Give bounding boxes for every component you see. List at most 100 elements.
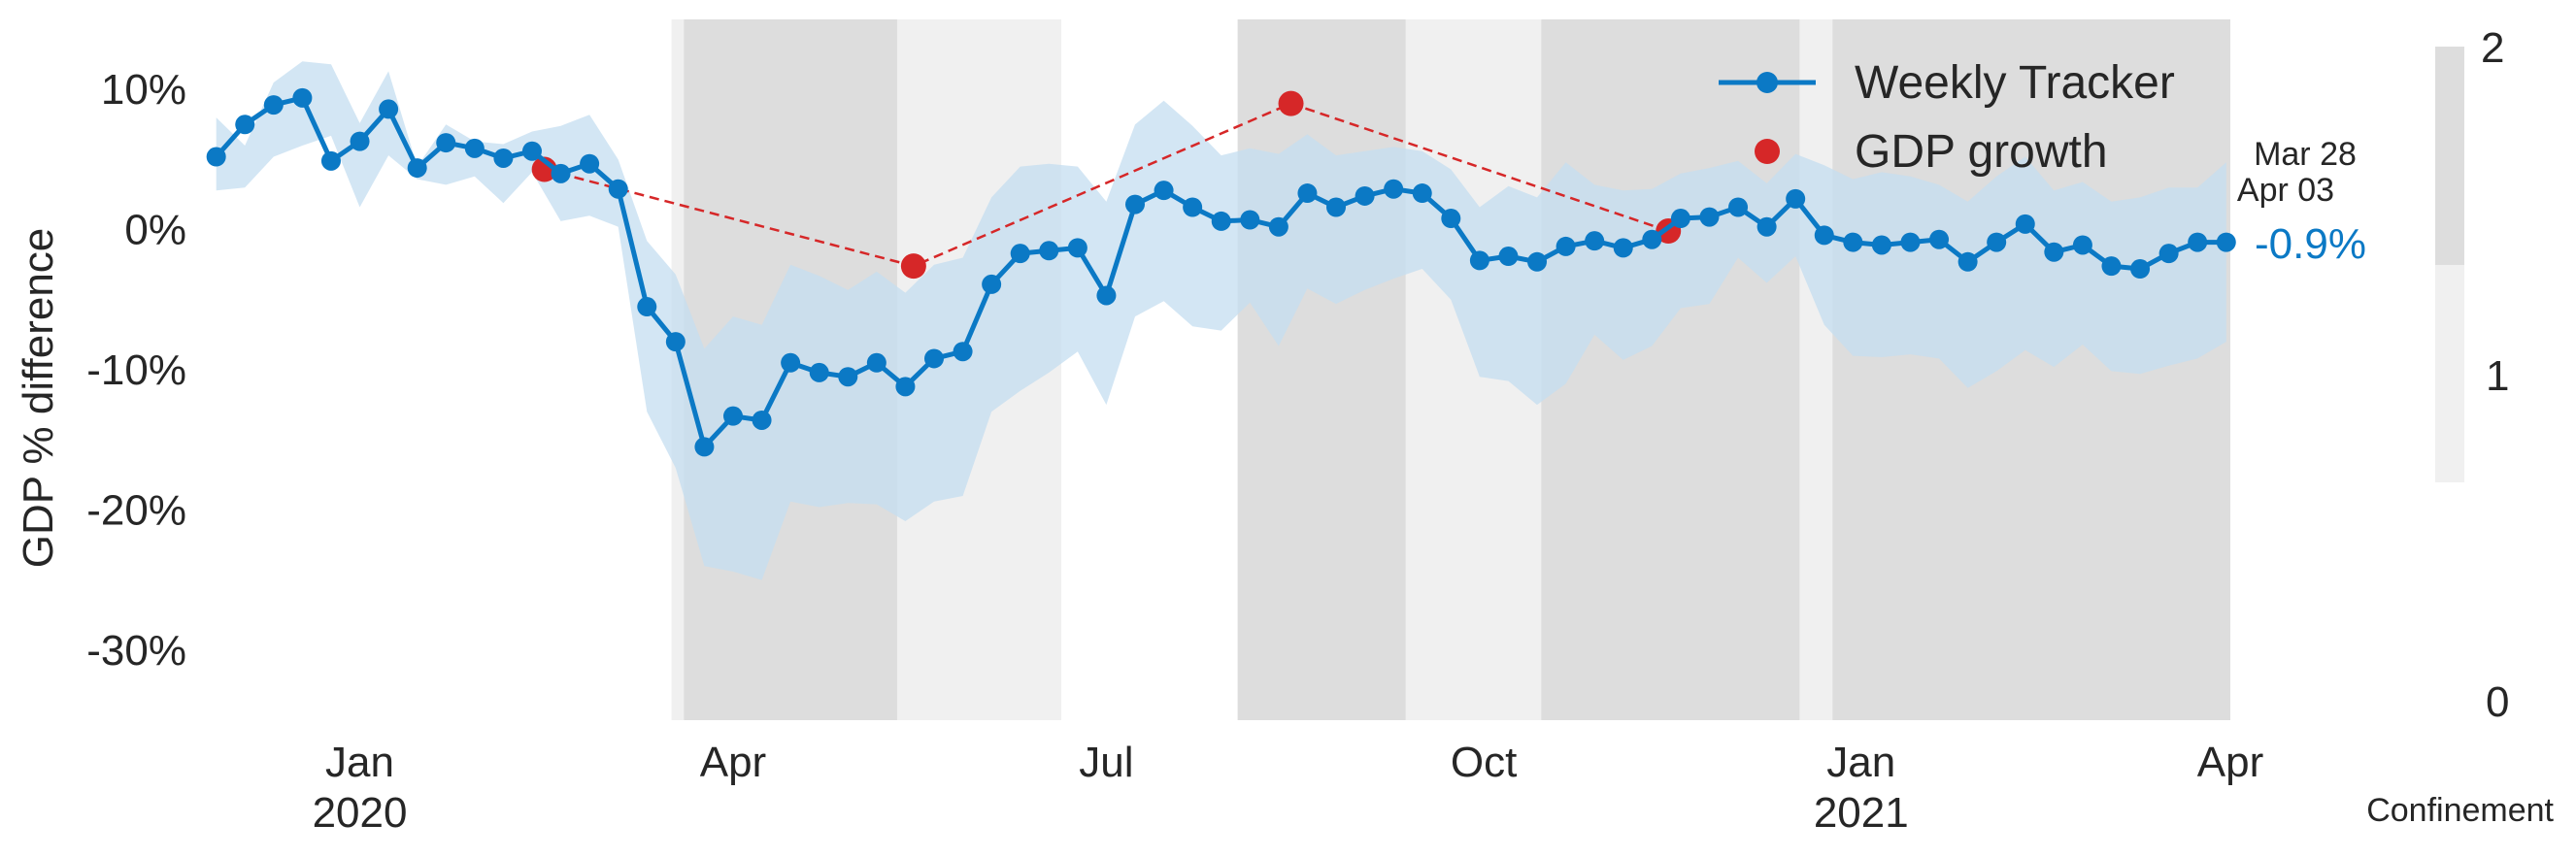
x-tick-year-label: 2021 [1814, 789, 1909, 837]
y-tick-label: 0% [124, 207, 186, 254]
colorbar-tick-1: 1 [2486, 352, 2509, 400]
weekly-tracker-point [1010, 244, 1030, 264]
weekly-tracker-point [809, 362, 829, 382]
y-tick-label: -10% [86, 346, 186, 394]
x-tick-label: Oct [1451, 739, 1517, 786]
weekly-tracker-point [1240, 210, 1260, 230]
weekly-tracker-point [2216, 232, 2236, 252]
weekly-tracker-point [2072, 235, 2092, 255]
weekly-tracker-point [1067, 238, 1087, 258]
weekly-tracker-point [493, 148, 514, 168]
x-tick-label: Jan [325, 739, 394, 786]
weekly-tracker-point [1900, 232, 1921, 252]
x-tick-year-label: 2020 [313, 789, 408, 837]
weekly-tracker-point [665, 332, 686, 352]
weekly-tracker-point [752, 410, 772, 430]
weekly-tracker-point [350, 131, 370, 151]
weekly-tracker-point [320, 150, 341, 171]
x-tick-label: Apr [2197, 739, 2263, 786]
x-tick-label: Jul [1079, 739, 1133, 786]
colorbar-segment-mid [2435, 265, 2464, 482]
weekly-tracker-point [2101, 256, 2122, 277]
confinement-period-5 [1541, 19, 1800, 720]
confinement-period-7 [1832, 19, 2230, 720]
weekly-tracker-point [521, 141, 542, 161]
weekly-tracker-point [2015, 214, 2035, 234]
weekly-tracker-point [1469, 250, 1489, 271]
weekly-tracker-point [1297, 183, 1318, 204]
legend-weekly-tracker-label: Weekly Tracker [1855, 57, 2175, 109]
gdp-growth-point [900, 253, 926, 280]
weekly-tracker-point [1441, 209, 1461, 229]
weekly-tracker-point [1585, 231, 1605, 251]
x-tick-label: Apr [700, 739, 766, 786]
weekly-tracker-point [1786, 188, 1806, 209]
weekly-tracker-point [1326, 197, 1347, 217]
colorbar-label: Confinement [2366, 792, 2554, 829]
weekly-tracker-point [2188, 232, 2208, 252]
uncertainty-band [216, 61, 2226, 580]
weekly-tracker-series [206, 87, 2236, 457]
weekly-tracker-point [781, 352, 801, 373]
weekly-tracker-point [1613, 238, 1633, 258]
weekly-tracker-point [1756, 216, 1777, 237]
weekly-tracker-point [1699, 207, 1720, 227]
y-axis-label: GDP % difference [15, 228, 62, 569]
confinement-period-6 [1799, 19, 1833, 720]
weekly-tracker-point [1412, 183, 1432, 204]
weekly-tracker-point [838, 367, 858, 387]
weekly-tracker-point [379, 99, 399, 119]
date-label-1: Mar 28 [2254, 136, 2357, 173]
last-value-label: -0.9% [2255, 220, 2366, 268]
weekly-tracker-point [1957, 251, 1978, 272]
confinement-colorbar: 2 1 0 Confinement [2366, 24, 2554, 829]
weekly-tracker-point [722, 406, 743, 426]
gdp-growth-line [544, 102, 1669, 268]
weekly-tracker-point [637, 297, 657, 317]
weekly-tracker-point [1556, 236, 1576, 256]
weekly-tracker-point [1527, 251, 1548, 272]
weekly-tracker-point [464, 138, 485, 158]
weekly-tracker-point [436, 133, 456, 153]
weekly-tracker-point [1154, 181, 1174, 201]
weekly-tracker-point [1642, 229, 1662, 249]
weekly-tracker-point [923, 348, 944, 369]
y-tick-label: -20% [86, 486, 186, 534]
weekly-tracker-point [407, 158, 427, 179]
weekly-tracker-point [551, 163, 571, 183]
legend: Weekly Tracker GDP growth [1719, 57, 2175, 178]
weekly-tracker-point [1211, 211, 1231, 231]
weekly-tracker-point [292, 87, 313, 108]
gdp-growth-point [1278, 90, 1304, 116]
weekly-tracker-point [1814, 225, 1834, 246]
weekly-tracker-point [1096, 285, 1117, 306]
legend-gdp-growth-marker [1755, 139, 1780, 164]
y-tick-label: 10% [101, 66, 186, 114]
weekly-tracker-point [1183, 197, 1203, 217]
legend-weekly-tracker-marker [1756, 72, 1778, 93]
weekly-tracker-point [2130, 259, 2151, 280]
colorbar-tick-2: 2 [2481, 24, 2504, 72]
weekly-tracker-point [1039, 241, 1059, 261]
weekly-tracker-point [1355, 185, 1375, 206]
weekly-tracker-point [206, 147, 226, 167]
weekly-tracker-point [895, 377, 916, 397]
weekly-tracker-point [694, 437, 715, 457]
confinement-period-3 [1237, 19, 1406, 720]
weekly-tracker-point [1268, 216, 1288, 237]
date-label-2: Apr 03 [2237, 172, 2334, 209]
weekly-tracker-point [2044, 242, 2064, 262]
weekly-tracker-point [866, 352, 887, 373]
weekly-tracker-point [1384, 179, 1404, 199]
weekly-tracker-point [1728, 197, 1749, 217]
weekly-tracker-point [2158, 244, 2179, 264]
y-tick-label: -30% [86, 627, 186, 675]
y-axis: 10% 0% -10% -20% -30% [86, 66, 186, 675]
weekly-tracker-point [1843, 232, 1863, 252]
weekly-tracker-point [1670, 209, 1690, 229]
weekly-tracker-point [235, 115, 255, 135]
weekly-tracker-point [1125, 194, 1146, 214]
x-tick-label: Jan [1826, 739, 1895, 786]
